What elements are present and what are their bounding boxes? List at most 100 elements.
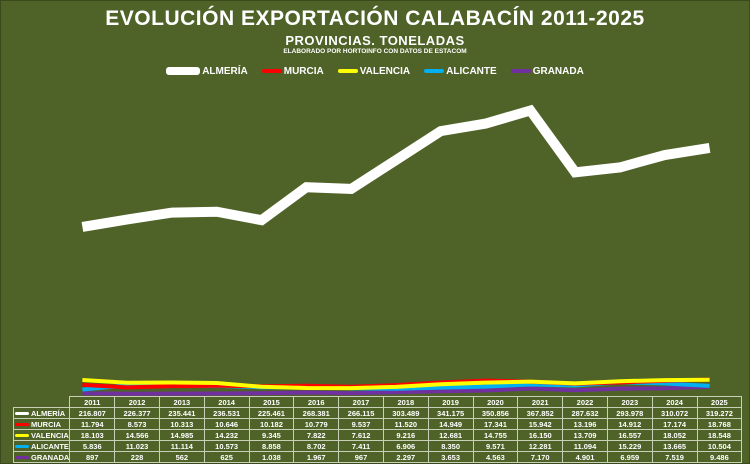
year-header: 2022: [562, 396, 608, 408]
table-cell: 18.548: [696, 429, 743, 441]
year-header: 2017: [338, 396, 384, 408]
table-cell: 8.858: [248, 440, 295, 452]
legend-label: ALICANTE: [446, 65, 497, 77]
table-cell: 310.072: [651, 407, 698, 419]
year-header: 2021: [517, 396, 564, 408]
table-cell: 9.345: [248, 429, 295, 441]
table-cell: 13.709: [562, 429, 608, 441]
table-cell: 6.906: [382, 440, 429, 452]
table-cell: 14.755: [472, 429, 519, 441]
chart-subtitle: PROVINCIAS. TONELADAS: [285, 33, 465, 48]
legend-label: MURCIA: [283, 65, 324, 77]
table-cell: 7.170: [517, 451, 564, 463]
legend-swatch: [424, 69, 445, 73]
table-cell: 14.566: [114, 429, 160, 441]
legend-swatch: [261, 69, 282, 73]
table-row: VALENCIA 18.103 14.566 14.985 14.232 9.345 7.8…: [12, 429, 743, 441]
table-cell: 18.768: [696, 418, 743, 430]
table-cell: 303.489: [382, 407, 429, 419]
series-line-4: [82, 384, 710, 396]
series-line-2: [82, 377, 710, 391]
chart-legend: ALMERÍA MURCIA VALENCIA ALICANTE GRANADA: [1, 63, 749, 79]
row-label: GRANADA: [31, 452, 70, 462]
table-cell: 17.174: [651, 418, 698, 430]
table-cell: 341.175: [427, 407, 474, 419]
table-cell: 3.653: [427, 451, 474, 463]
table-cell: 10.646: [203, 418, 250, 430]
table-cell: 4.901: [562, 451, 608, 463]
legend-swatch: [337, 69, 358, 73]
table-cell: 18.052: [651, 429, 698, 441]
table-cell: 9.571: [472, 440, 519, 452]
table-cell: 9.537: [338, 418, 384, 430]
table-cell: 228: [114, 451, 160, 463]
table-row: ALMERÍA 216.807 226.377 235.441 236.531 225.4…: [12, 407, 743, 419]
legend-item-3: ALICANTE: [424, 63, 497, 79]
row-label: MURCIA: [31, 419, 61, 429]
table-cell: 268.381: [293, 407, 340, 419]
row-header: VALENCIA: [12, 429, 71, 441]
table-cell: 16.557: [606, 429, 653, 441]
row-label: ALMERÍA: [31, 408, 66, 418]
legend-label: VALENCIA: [359, 65, 411, 77]
table-cell: 11.520: [382, 418, 429, 430]
year-header: 2011: [69, 396, 116, 408]
table-cell: 266.115: [338, 407, 384, 419]
table-cell: 13.196: [562, 418, 608, 430]
row-header: GRANADA: [12, 451, 71, 463]
table-cell: 11.794: [69, 418, 116, 430]
table-cell: 225.461: [248, 407, 295, 419]
table-cell: 17.341: [472, 418, 519, 430]
table-cell: 9.216: [382, 429, 429, 441]
table-cell: 7.519: [651, 451, 698, 463]
year-header: 2016: [293, 396, 340, 408]
table-cell: 14.232: [203, 429, 250, 441]
table-cell: 8.350: [427, 440, 474, 452]
series-line-0: [81, 104, 711, 232]
table-cell: 10.779: [293, 418, 340, 430]
table-cell: 293.978: [606, 407, 653, 419]
table-cell: 236.531: [203, 407, 250, 419]
year-header: 2015: [248, 396, 295, 408]
table-cell: 1.038: [248, 451, 295, 463]
table-row: ALICANTE 5.836 11.023 11.114 10.573 8.858 8.70…: [12, 440, 743, 452]
row-swatch: [15, 423, 29, 427]
table-row: GRANADA 897 228 562 625 1.038 1.967 967 2.297 3.6…: [12, 451, 743, 463]
table-cell: 8.702: [293, 440, 340, 452]
table-cell: 7.822: [293, 429, 340, 441]
row-header: ALMERÍA: [12, 407, 71, 419]
year-header: 2020: [472, 396, 519, 408]
table-cell: 14.985: [158, 429, 205, 441]
table-corner: [14, 397, 70, 408]
legend-label: GRANADA: [532, 65, 584, 77]
table-cell: 2.297: [382, 451, 429, 463]
table-cell: 8.573: [114, 418, 160, 430]
table-cell: 15.229: [606, 440, 653, 452]
year-header: 2023: [606, 396, 653, 408]
row-header: MURCIA: [12, 418, 71, 430]
table-cell: 11.023: [114, 440, 160, 452]
row-swatch: [15, 434, 29, 438]
table-cell: 16.150: [517, 429, 564, 441]
table-cell: 5.836: [69, 440, 116, 452]
table-cell: 287.632: [562, 407, 608, 419]
table-cell: 11.094: [562, 440, 608, 452]
table-cell: 14.912: [606, 418, 653, 430]
row-swatch: [15, 456, 29, 460]
table-cell: 14.949: [427, 418, 474, 430]
table-cell: 10.313: [158, 418, 205, 430]
table-cell: 11.114: [158, 440, 205, 452]
table-cell: 967: [338, 451, 384, 463]
chart-title: EVOLUCIÓN EXPORTACIÓN CALABACÍN 2011-202…: [105, 7, 645, 30]
year-header: 2019: [427, 396, 474, 408]
table-row: MURCIA 11.794 8.573 10.313 10.646 10.182 10.77…: [12, 418, 743, 430]
row-header: ALICANTE: [12, 440, 71, 452]
table-cell: 562: [158, 451, 205, 463]
table-cell: 7.612: [338, 429, 384, 441]
year-header: 2012: [114, 396, 160, 408]
year-header: 2025: [696, 396, 743, 408]
legend-item-0: ALMERÍA: [166, 63, 248, 79]
table-cell: 6.959: [606, 451, 653, 463]
